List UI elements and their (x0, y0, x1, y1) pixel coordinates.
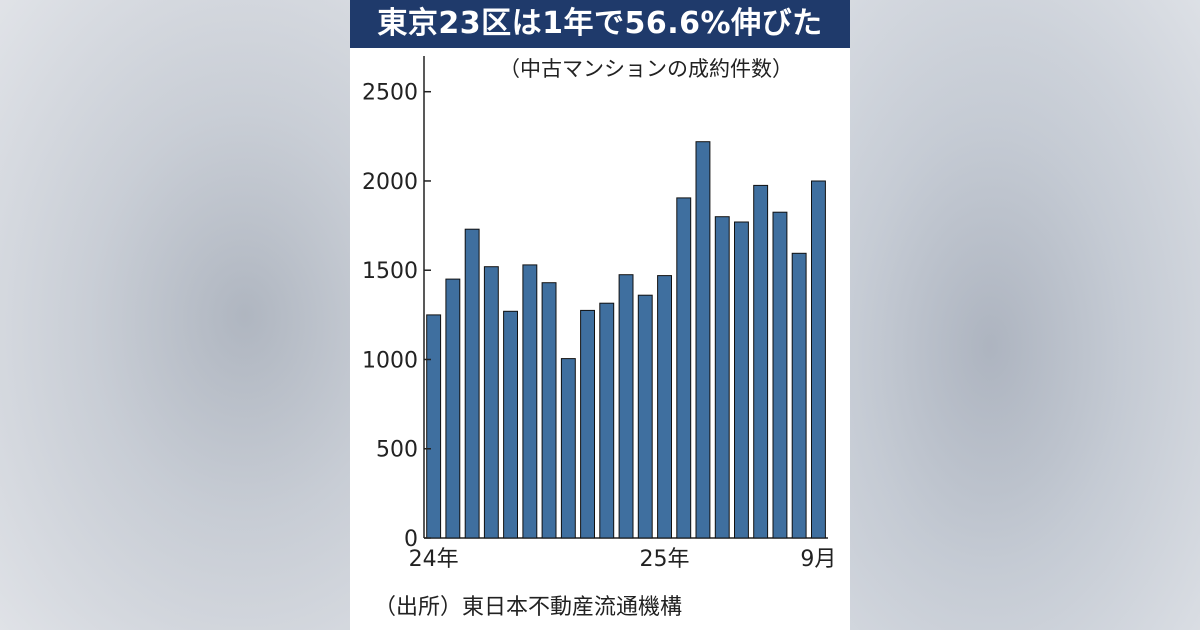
bar (695, 141, 711, 539)
bar (791, 252, 807, 539)
bar (637, 294, 653, 539)
chart-source: （出所）東日本不動産流通機構 (374, 595, 682, 620)
bar (599, 302, 615, 539)
y-tick-label: 2500 (362, 81, 418, 106)
y-tick-label: 1000 (362, 348, 418, 373)
x-tick-label: 25年 (640, 547, 690, 572)
bar (426, 314, 442, 539)
y-axis-ticks: 0 500 1000 1500 2000 2500 (362, 81, 431, 552)
chart-bars (426, 141, 826, 539)
bar (753, 184, 769, 539)
bar (503, 310, 519, 539)
bar (676, 197, 692, 539)
x-axis-ticks: 24年 25年 9月 (409, 547, 837, 572)
bar (618, 274, 634, 539)
bar (522, 264, 538, 539)
chart-card: 東京23区は1年で56.6%伸びた （中古マンションの成約件数） 0 500 100… (350, 0, 850, 630)
bar (811, 180, 826, 539)
bar (734, 221, 749, 539)
x-tick-label: 9月 (800, 547, 836, 572)
bar (541, 282, 557, 539)
bar (560, 358, 576, 539)
y-tick-label: 1500 (362, 259, 418, 284)
chart-title: 東京23区は1年で56.6%伸びた (350, 0, 850, 48)
x-tick-label: 24年 (409, 547, 459, 572)
background-left (0, 0, 350, 630)
bar (772, 211, 788, 539)
bar (445, 278, 461, 539)
bar (483, 266, 499, 539)
y-tick-label: 0 (404, 527, 418, 552)
background-right (850, 0, 1200, 630)
bar (657, 275, 673, 539)
bar (580, 309, 596, 539)
y-tick-label: 2000 (362, 170, 418, 195)
chart-subtitle: （中古マンションの成約件数） (499, 57, 793, 81)
y-tick-label: 500 (376, 438, 418, 463)
bar (464, 228, 480, 539)
bar (714, 216, 730, 539)
